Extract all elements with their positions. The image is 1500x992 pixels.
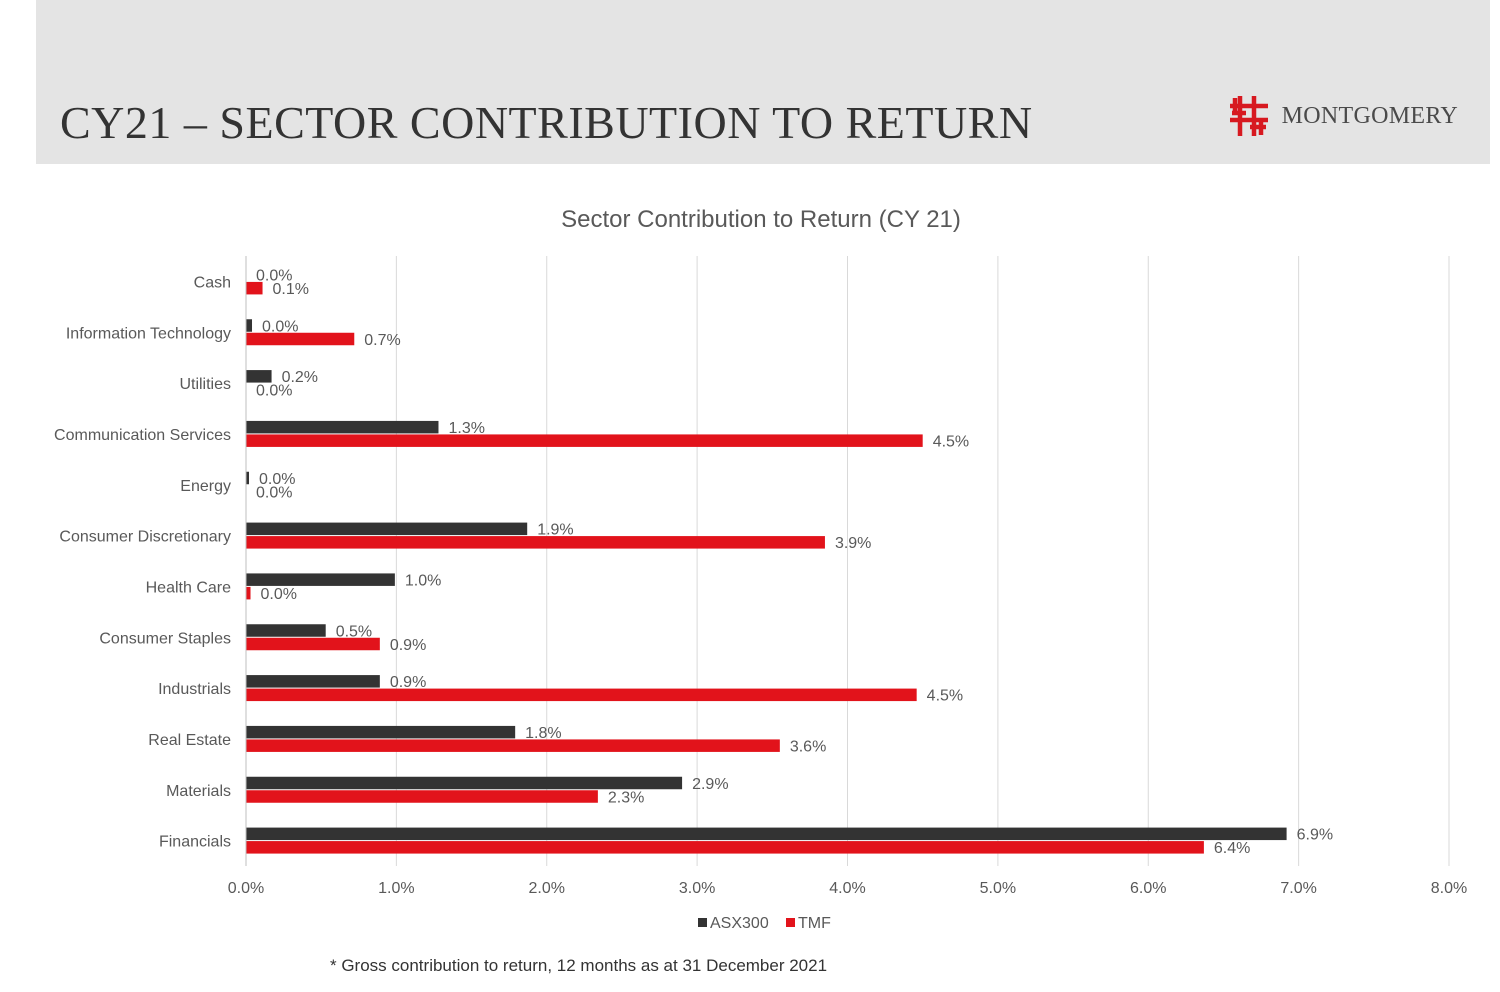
category-label: Information Technology: [66, 325, 231, 342]
footnote: * Gross contribution to return, 12 month…: [330, 956, 828, 975]
category-label: Industrials: [158, 681, 231, 698]
asx300-data-label: 0.0%: [256, 267, 292, 284]
x-tick-label: 6.0%: [1130, 880, 1166, 897]
x-tick-label: 8.0%: [1431, 880, 1467, 897]
asx300-data-label: 1.9%: [537, 522, 573, 539]
category-label: Energy: [180, 478, 231, 495]
tmf-bar: [246, 841, 1204, 854]
asx300-bar: [246, 471, 250, 485]
tmf-bar: [246, 637, 380, 651]
tmf-data-label: 0.0%: [261, 586, 297, 603]
tmf-bar: [246, 586, 251, 600]
montgomery-logo-icon: [1229, 96, 1268, 136]
category-label: Consumer Staples: [99, 630, 231, 647]
category-label: Materials: [166, 783, 231, 800]
legend-swatch: [698, 918, 707, 927]
asx300-data-label: 1.0%: [405, 572, 441, 589]
asx300-data-label: 6.9%: [1297, 827, 1333, 844]
asx300-bar: [246, 522, 528, 536]
tmf-bar: [246, 688, 917, 702]
axes: 0.0% 1.0% 2.0% 3.0% 4.0% 5.0% 6.0% 7.0% 8.0% Cash…: [54, 256, 1467, 897]
tmf-data-label: 0.9%: [390, 637, 426, 654]
asx300-data-label: 2.9%: [692, 776, 728, 793]
asx300-data-label: 0.0%: [262, 318, 298, 335]
tmf-bar: [246, 434, 923, 447]
legend-label: TMF: [798, 915, 831, 932]
asx300-bar: [246, 675, 380, 688]
x-tick-label: 2.0%: [529, 880, 565, 897]
sector-contribution-chart: Sector Contribution to Return (CY 21) 0.…: [54, 206, 1467, 932]
asx300-bar: [246, 573, 395, 586]
tmf-data-label: 3.6%: [790, 738, 826, 755]
bars: [246, 281, 1287, 854]
tmf-data-label: 0.0%: [256, 484, 292, 501]
slide-title: CY21 – SECTOR CONTRIBUTION TO RETURN: [60, 97, 1033, 148]
asx300-data-label: 0.0%: [259, 471, 295, 488]
x-tick-label: 3.0%: [679, 880, 715, 897]
asx300-bar: [246, 370, 272, 383]
legend: ASX300 TMF: [698, 915, 831, 932]
x-tick-label: 4.0%: [829, 880, 865, 897]
tmf-bar: [246, 281, 263, 295]
tmf-data-label: 2.3%: [608, 789, 644, 806]
category-label: Health Care: [146, 579, 231, 596]
chart-title: Sector Contribution to Return (CY 21): [561, 206, 961, 233]
tmf-data-label: 0.0%: [256, 383, 292, 400]
tmf-data-label: 0.1%: [273, 281, 309, 298]
category-label: Cash: [194, 274, 231, 291]
asx300-bar: [246, 420, 439, 434]
category-label: Consumer Discretionary: [59, 529, 231, 546]
tmf-bar: [246, 739, 780, 752]
asx300-data-label: 1.3%: [448, 420, 484, 437]
header-band: CY21 – SECTOR CONTRIBUTION TO RETURN MON…: [36, 0, 1490, 164]
x-tick-label: 5.0%: [980, 880, 1016, 897]
legend-label: ASX300: [710, 915, 769, 932]
gridlines: [395, 256, 1450, 866]
asx300-bar: [246, 827, 1287, 841]
data-labels: 0.0%0.1%0.0%0.7%0.2%0.0%1.3%4.5%0.0%0.0%…: [256, 267, 1333, 857]
x-tick-label: 1.0%: [378, 880, 414, 897]
legend-swatch: [786, 918, 795, 927]
asx300-bar: [246, 319, 253, 332]
category-label: Real Estate: [148, 732, 231, 749]
tmf-bar: [246, 332, 355, 346]
asx300-bar: [246, 776, 683, 790]
category-label: Communication Services: [54, 427, 231, 444]
asx300-data-label: 0.2%: [282, 369, 318, 386]
asx300-bar: [246, 624, 326, 637]
brand: MONTGOMERY: [1226, 93, 1458, 139]
asx300-data-label: 1.8%: [525, 725, 561, 742]
tmf-bar: [246, 790, 598, 803]
x-tick-label: 0.0%: [228, 880, 264, 897]
asx300-data-label: 0.5%: [336, 623, 372, 640]
asx300-bar: [246, 725, 516, 739]
category-label: Financials: [159, 834, 231, 851]
tmf-data-label: 0.7%: [364, 332, 400, 349]
tmf-data-label: 3.9%: [835, 535, 871, 552]
brand-name: MONTGOMERY: [1281, 102, 1458, 129]
asx300-data-label: 0.9%: [390, 674, 426, 691]
tmf-data-label: 6.4%: [1214, 840, 1250, 857]
tmf-bar: [246, 536, 825, 549]
x-tick-label: 7.0%: [1280, 880, 1316, 897]
tmf-data-label: 4.5%: [927, 688, 963, 705]
tmf-data-label: 4.5%: [933, 433, 969, 450]
category-label: Utilities: [179, 376, 231, 393]
